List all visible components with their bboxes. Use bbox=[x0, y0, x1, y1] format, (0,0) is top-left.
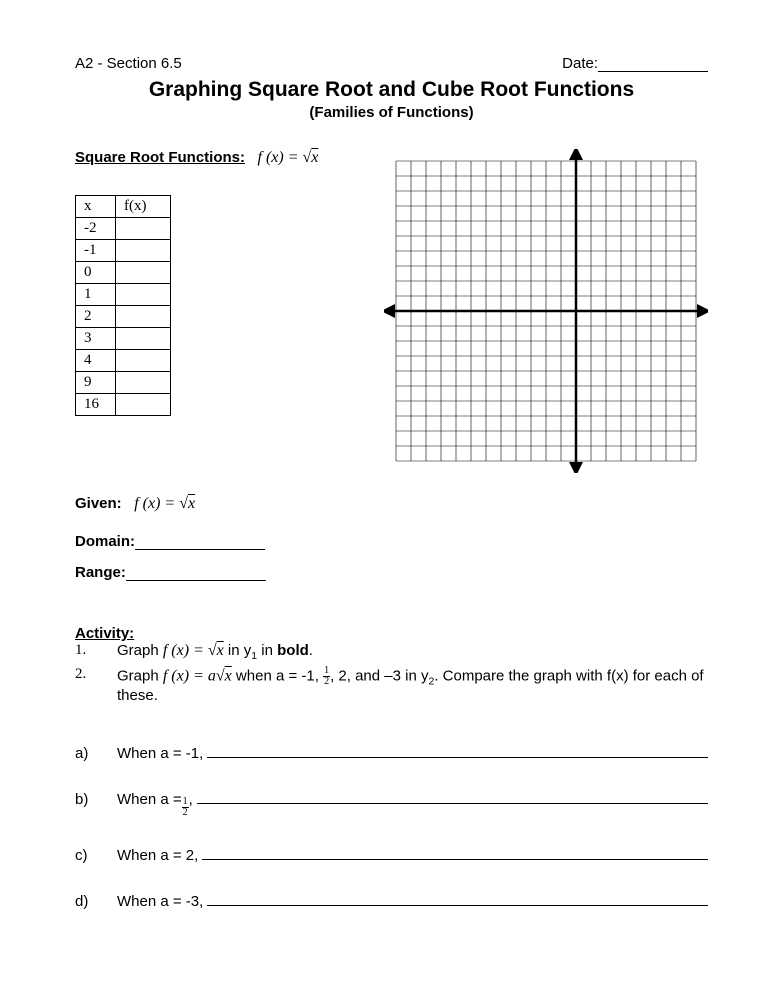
table-row: 0 bbox=[76, 262, 171, 284]
answer-a-blank[interactable] bbox=[207, 742, 708, 758]
range-blank[interactable] bbox=[126, 565, 266, 581]
left-column: Square Root Functions: f (x) = √x x f(x)… bbox=[75, 149, 318, 416]
table-row: 2 bbox=[76, 306, 171, 328]
activity-section: Activity: 1. Graph f (x) = √x in y1 in b… bbox=[75, 625, 708, 704]
graph-area bbox=[384, 149, 708, 473]
square-root-label: Square Root Functions: bbox=[75, 149, 245, 166]
activity-item-2: 2. Graph f (x) = a√x when a = -1, 12, 2,… bbox=[75, 666, 708, 704]
table-header-row: x f(x) bbox=[76, 196, 171, 218]
th-x: x bbox=[76, 196, 116, 218]
table-row: 3 bbox=[76, 328, 171, 350]
date-field: Date: bbox=[562, 55, 708, 72]
th-fx: f(x) bbox=[116, 196, 171, 218]
activity-list: 1. Graph f (x) = √x in y1 in bold. 2. Gr… bbox=[75, 642, 708, 704]
course-section: A2 - Section 6.5 bbox=[75, 55, 182, 72]
activity-item-1: 1. Graph f (x) = √x in y1 in bold. bbox=[75, 642, 708, 662]
range-line: Range: bbox=[75, 564, 708, 581]
sqrt-symbol: √ bbox=[303, 149, 312, 166]
table-row: -2 bbox=[76, 218, 171, 240]
answer-c: c) When a = 2, bbox=[75, 844, 708, 864]
table-row: 4 bbox=[76, 350, 171, 372]
domain-blank[interactable] bbox=[135, 534, 265, 550]
domain-line: Domain: bbox=[75, 533, 708, 550]
page-title: Graphing Square Root and Cube Root Funct… bbox=[75, 78, 708, 102]
fraction-half-icon: 12 bbox=[323, 666, 330, 687]
value-table: x f(x) -2 -1 0 1 2 3 4 9 16 bbox=[75, 195, 171, 416]
fraction-half-icon: 12 bbox=[182, 797, 189, 818]
table-row: -1 bbox=[76, 240, 171, 262]
answer-b-blank[interactable] bbox=[197, 788, 708, 804]
table-row: 1 bbox=[76, 284, 171, 306]
page-subtitle: (Families of Functions) bbox=[75, 104, 708, 121]
answer-b: b) When a = 12, bbox=[75, 788, 708, 818]
date-blank[interactable] bbox=[598, 56, 708, 72]
coordinate-grid bbox=[384, 149, 708, 473]
square-root-heading: Square Root Functions: f (x) = √x bbox=[75, 149, 318, 167]
activity-label: Activity: bbox=[75, 625, 708, 642]
given-line: Given: f (x) = √x bbox=[75, 495, 708, 513]
answer-c-blank[interactable] bbox=[202, 844, 708, 860]
answer-d-blank[interactable] bbox=[207, 890, 708, 906]
main-content-row: Square Root Functions: f (x) = √x x f(x)… bbox=[75, 149, 708, 473]
header-row: A2 - Section 6.5 Date: bbox=[75, 55, 708, 72]
sqrt-formula: f (x) = √x bbox=[258, 149, 319, 166]
answer-a: a) When a = -1, bbox=[75, 742, 708, 762]
given-formula: f (x) = √x bbox=[134, 495, 195, 512]
answer-d: d) When a = -3, bbox=[75, 890, 708, 910]
table-row: 16 bbox=[76, 394, 171, 416]
answers-section: a) When a = -1, b) When a = 12, c) When … bbox=[75, 742, 708, 910]
worksheet-page: A2 - Section 6.5 Date: Graphing Square R… bbox=[0, 0, 768, 994]
table-row: 9 bbox=[76, 372, 171, 394]
